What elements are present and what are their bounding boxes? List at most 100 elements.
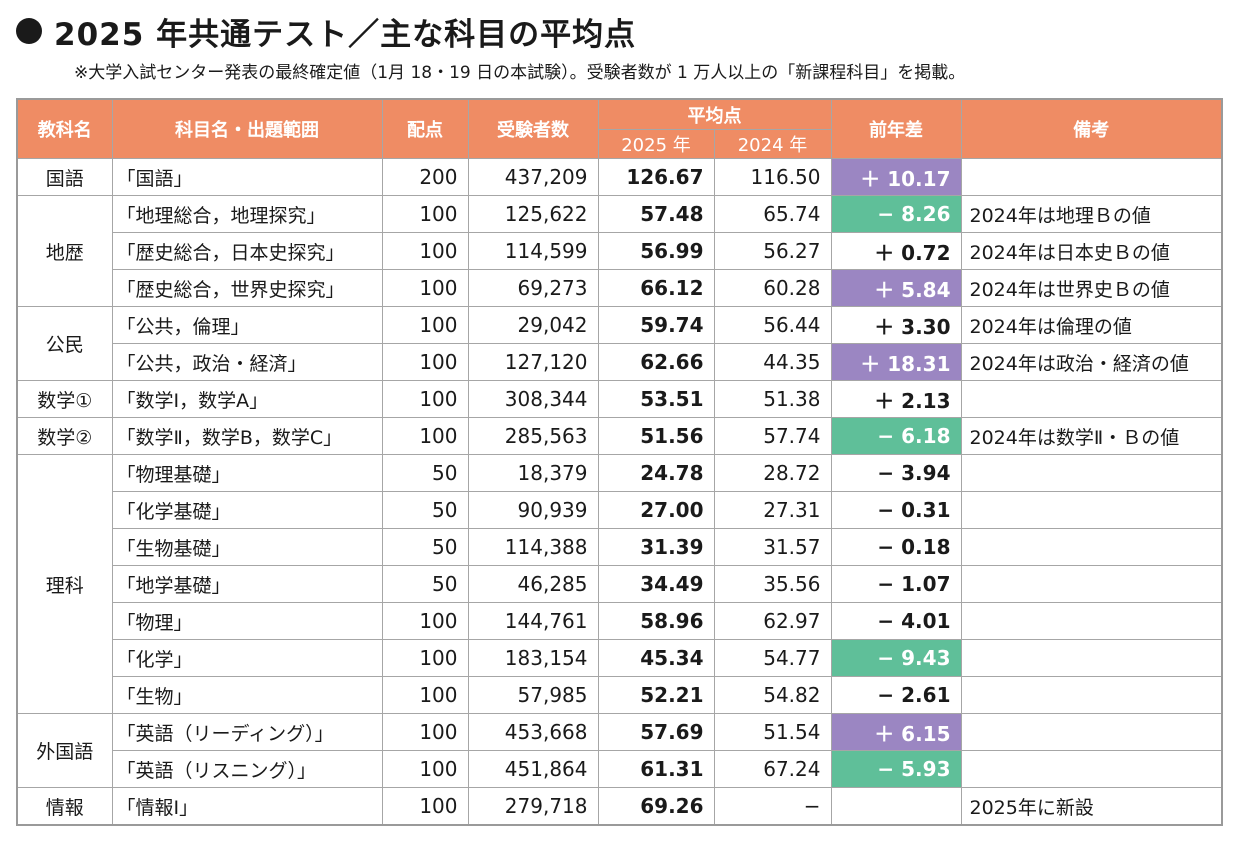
remark-cell xyxy=(960,528,1223,566)
remark-cell xyxy=(960,676,1223,714)
title-text: 2025 年共通テスト／主な科目の平均点 xyxy=(54,16,637,53)
table-row: 「化学」 100 183,154 45.34 54.77− 9.43 xyxy=(17,639,1223,677)
average-2025-cell: 24.78 xyxy=(597,454,715,492)
points-cell: 100 xyxy=(381,639,469,677)
examinees-cell: 279,718 xyxy=(467,787,599,826)
average-2025-cell: 51.56 xyxy=(597,417,715,455)
points-cell: 100 xyxy=(381,602,469,640)
subject-cell: 「地学基礎」 xyxy=(111,565,383,603)
category-cell: 国語 xyxy=(16,158,113,196)
points-cell: 50 xyxy=(381,491,469,529)
category-cell: 情報 xyxy=(16,787,113,826)
header-category: 教科名 xyxy=(16,98,113,159)
table-row: 「化学基礎」 50 90,939 27.00 27.31− 0.31 xyxy=(17,491,1223,529)
average-2024-cell: − xyxy=(713,787,832,826)
points-cell: 100 xyxy=(381,306,469,344)
header-points: 配点 xyxy=(381,98,469,159)
table-row: 「歴史総合，日本史探究」 100 114,599 56.99 56.27 ＋ 0.72 20… xyxy=(17,232,1223,270)
header-average: 平均点 xyxy=(597,98,832,130)
average-2024-cell: 27.31 xyxy=(713,491,832,529)
examinees-cell: 29,042 xyxy=(467,306,599,344)
remark-cell xyxy=(960,380,1223,418)
examinees-cell: 125,622 xyxy=(467,195,599,233)
diff-cell: ＋ 2.13 xyxy=(830,380,962,418)
remark-cell: 2024年は日本史Ｂの値 xyxy=(960,232,1223,270)
remark-cell xyxy=(960,713,1223,751)
table-row: 理科 「物理基礎」 50 18,379 24.78 28.72− 3.94 xyxy=(16,454,1223,714)
average-2024-cell: 67.24 xyxy=(713,750,832,788)
diff-cell: ＋ 10.17 xyxy=(830,158,962,196)
average-2025-cell: 52.21 xyxy=(597,676,715,714)
diff-cell: − 5.93 xyxy=(830,750,962,788)
average-2024-cell: 116.50 xyxy=(713,158,832,196)
subject-cell: 「数学Ⅱ，数学B，数学C」 xyxy=(111,417,383,455)
diff-cell: ＋ 18.31 xyxy=(830,343,962,381)
examinees-cell: 453,668 xyxy=(467,713,599,751)
average-2025-cell: 69.26 xyxy=(597,787,715,826)
average-2025-cell: 34.49 xyxy=(597,565,715,603)
category-cell: 公民 xyxy=(16,306,113,381)
average-2025-cell: 57.69 xyxy=(597,713,715,751)
average-2025-cell: 62.66 xyxy=(597,343,715,381)
table-row: 「生物基礎」 50 114,388 31.39 31.57− 0.18 xyxy=(17,528,1223,566)
diff-cell: − 1.07 xyxy=(830,565,962,603)
average-2024-cell: 28.72 xyxy=(713,454,832,492)
subject-cell: 「物理基礎」 xyxy=(111,454,383,492)
average-2024-cell: 54.77 xyxy=(713,639,832,677)
examinees-cell: 144,761 xyxy=(467,602,599,640)
diff-cell: ＋ 5.84 xyxy=(830,269,962,307)
average-2025-cell: 61.31 xyxy=(597,750,715,788)
subject-cell: 「国語」 xyxy=(111,158,383,196)
points-cell: 50 xyxy=(381,528,469,566)
points-cell: 100 xyxy=(381,787,469,826)
table-row: 「生物」 100 57,985 52.21 54.82− 2.61 xyxy=(17,676,1223,714)
remark-cell: 2024年は世界史Ｂの値 xyxy=(960,269,1223,307)
examinees-cell: 285,563 xyxy=(467,417,599,455)
average-2024-cell: 44.35 xyxy=(713,343,832,381)
remark-cell: 2024年は倫理の値 xyxy=(960,306,1223,344)
points-cell: 200 xyxy=(381,158,469,196)
examinees-cell: 46,285 xyxy=(467,565,599,603)
points-cell: 100 xyxy=(381,195,469,233)
subject-cell: 「歴史総合，日本史探究」 xyxy=(111,232,383,270)
average-2025-cell: 66.12 xyxy=(597,269,715,307)
subject-cell: 「生物」 xyxy=(111,676,383,714)
table-row: 数学① 「数学Ⅰ，数学A」 100 308,344 53.51 51.38 ＋ 2.13 xyxy=(16,380,1223,418)
remark-cell xyxy=(960,158,1223,196)
average-2025-cell: 57.48 xyxy=(597,195,715,233)
category-cell: 数学② xyxy=(16,417,113,455)
average-2025-cell: 27.00 xyxy=(597,491,715,529)
diff-cell: ＋ 0.72 xyxy=(830,232,962,270)
remark-cell xyxy=(960,602,1223,640)
points-cell: 50 xyxy=(381,454,469,492)
remark-cell xyxy=(960,454,1223,492)
subject-cell: 「英語（リーディング）」 xyxy=(111,713,383,751)
average-2025-cell: 53.51 xyxy=(597,380,715,418)
remark-cell: 2024年は数学Ⅱ・Ｂの値 xyxy=(960,417,1223,455)
average-2025-cell: 59.74 xyxy=(597,306,715,344)
examinees-cell: 69,273 xyxy=(467,269,599,307)
points-cell: 100 xyxy=(381,417,469,455)
remark-cell: 2024年は政治・経済の値 xyxy=(960,343,1223,381)
subject-cell: 「英語（リスニング）」 xyxy=(111,750,383,788)
subject-cell: 「生物基礎」 xyxy=(111,528,383,566)
subject-cell: 「公共，倫理」 xyxy=(111,306,383,344)
average-2025-cell: 31.39 xyxy=(597,528,715,566)
points-cell: 100 xyxy=(381,380,469,418)
points-cell: 100 xyxy=(381,750,469,788)
average-2024-cell: 35.56 xyxy=(713,565,832,603)
average-2025-cell: 126.67 xyxy=(597,158,715,196)
examinees-cell: 114,388 xyxy=(467,528,599,566)
subject-cell: 「化学基礎」 xyxy=(111,491,383,529)
diff-cell: − 9.43 xyxy=(830,639,962,677)
remark-cell: 2025年に新設 xyxy=(960,787,1223,826)
diff-cell: ＋ 3.30 xyxy=(830,306,962,344)
header-diff: 前年差 xyxy=(830,98,962,159)
page-title: 2025 年共通テスト／主な科目の平均点 xyxy=(16,10,637,53)
table-row: 公民 「公共，倫理」 100 29,042 59.74 56.44 ＋ 3.30 2024年は… xyxy=(16,306,1223,381)
diff-cell: ＋ 6.15 xyxy=(830,713,962,751)
category-cell: 数学① xyxy=(16,380,113,418)
remark-cell xyxy=(960,639,1223,677)
diff-cell: − 2.61 xyxy=(830,676,962,714)
diff-cell xyxy=(830,787,962,826)
